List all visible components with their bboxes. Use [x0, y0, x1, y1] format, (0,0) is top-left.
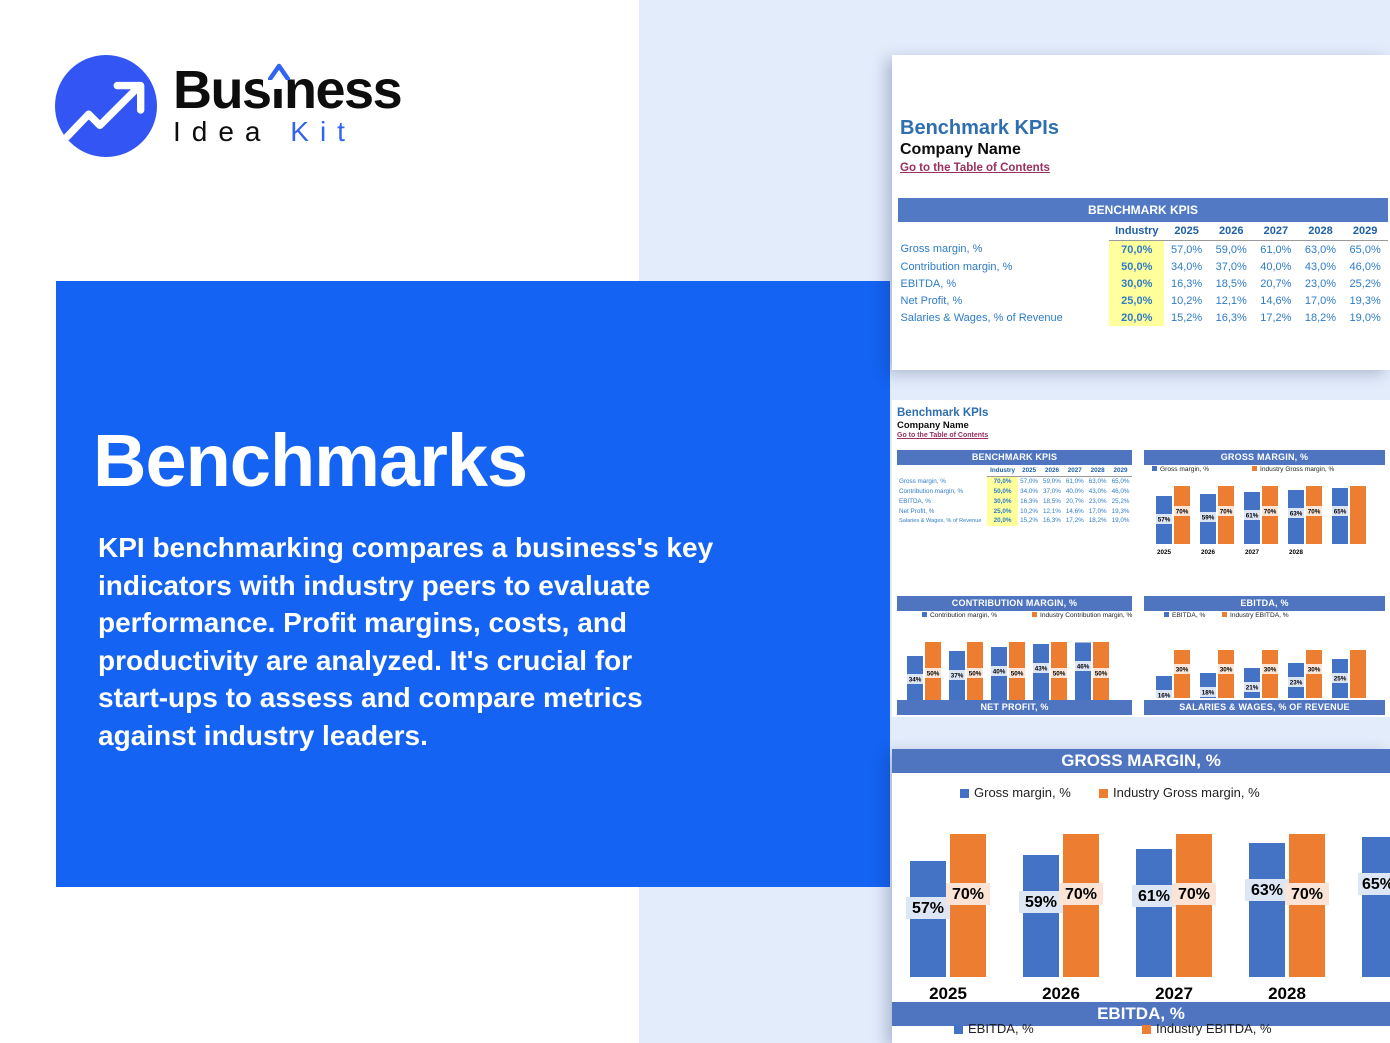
svg-text:23%: 23% — [1290, 680, 1303, 687]
svg-text:70%: 70% — [952, 886, 984, 903]
svg-text:50%: 50% — [1053, 671, 1066, 678]
svg-text:70%: 70% — [1308, 509, 1321, 516]
svg-text:43%: 43% — [1035, 666, 1048, 673]
svg-text:2025: 2025 — [1157, 549, 1172, 556]
svg-text:2028: 2028 — [1268, 984, 1306, 1003]
svg-text:61%: 61% — [1138, 888, 1170, 905]
svg-text:16%: 16% — [1158, 693, 1171, 699]
svg-text:65%: 65% — [1334, 509, 1347, 516]
svg-text:70%: 70% — [1065, 886, 1097, 903]
svg-text:63%: 63% — [1251, 882, 1283, 899]
svg-text:59%: 59% — [1202, 515, 1215, 522]
svg-text:57%: 57% — [1158, 517, 1171, 524]
svg-text:25%: 25% — [1334, 676, 1347, 683]
svg-text:30%: 30% — [1176, 667, 1189, 674]
svg-text:70%: 70% — [1176, 509, 1189, 516]
svg-text:21%: 21% — [1246, 685, 1259, 692]
svg-text:63%: 63% — [1290, 511, 1303, 518]
svg-text:18%: 18% — [1202, 690, 1215, 697]
svg-text:40%: 40% — [993, 669, 1006, 676]
svg-text:70%: 70% — [1264, 509, 1277, 516]
svg-text:50%: 50% — [927, 671, 940, 678]
svg-text:34%: 34% — [909, 677, 922, 684]
svg-text:2026: 2026 — [1042, 984, 1080, 1003]
svg-text:50%: 50% — [969, 671, 982, 678]
svg-text:2027: 2027 — [1155, 984, 1193, 1003]
svg-text:30%: 30% — [1220, 667, 1233, 674]
svg-text:70%: 70% — [1220, 509, 1233, 516]
svg-text:65%: 65% — [1362, 876, 1390, 893]
svg-text:61%: 61% — [1246, 513, 1259, 520]
svg-text:2025: 2025 — [929, 984, 967, 1003]
svg-text:57%: 57% — [912, 900, 944, 917]
svg-text:2028: 2028 — [1289, 549, 1304, 556]
svg-text:59%: 59% — [1025, 894, 1057, 911]
svg-text:50%: 50% — [1095, 671, 1108, 678]
svg-text:2026: 2026 — [1201, 549, 1216, 556]
svg-text:2027: 2027 — [1245, 549, 1260, 556]
svg-text:46%: 46% — [1077, 664, 1090, 671]
svg-text:30%: 30% — [1308, 667, 1321, 674]
svg-text:30%: 30% — [1264, 667, 1277, 674]
svg-text:37%: 37% — [951, 673, 964, 680]
svg-text:70%: 70% — [1291, 886, 1323, 903]
svg-text:50%: 50% — [1011, 671, 1024, 678]
svg-text:70%: 70% — [1178, 886, 1210, 903]
